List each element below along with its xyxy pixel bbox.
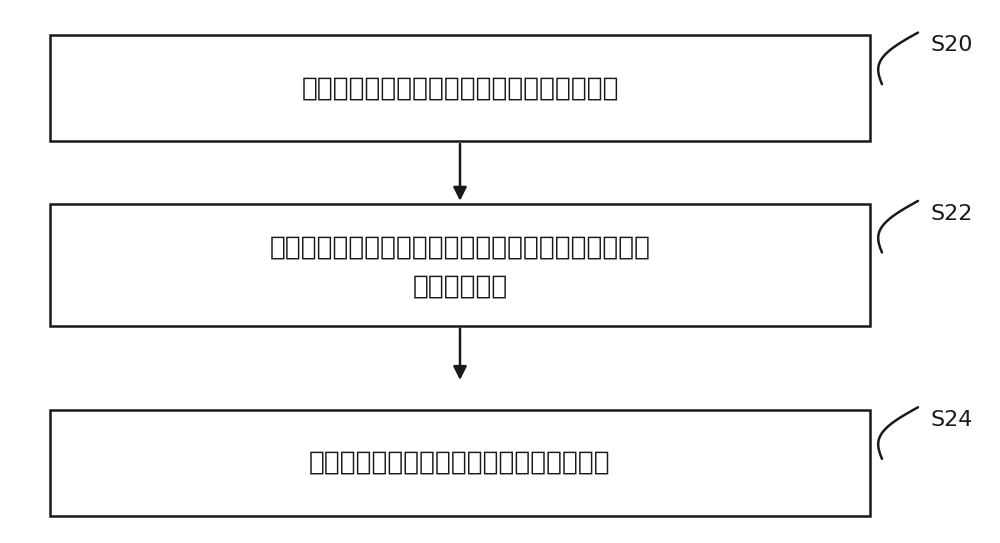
Bar — [50, 35, 870, 141]
Text: S20: S20 — [930, 35, 972, 55]
Bar — [50, 410, 870, 516]
Text: 采用氟化氢铵作为溶解剂对待测样品进行溶解: 采用氟化氢铵作为溶解剂对待测样品进行溶解 — [301, 75, 619, 101]
Text: S24: S24 — [930, 410, 972, 430]
Text: S22: S22 — [930, 204, 972, 224]
Text: 将溶解液通过第一萃取色层柱进行镎富集提取，并通过: 将溶解液通过第一萃取色层柱进行镎富集提取，并通过 — [269, 235, 650, 261]
Bar — [50, 204, 870, 326]
Text: 将洗脱液通过第二萃取色层柱，进行镎纯化: 将洗脱液通过第二萃取色层柱，进行镎纯化 — [309, 450, 611, 476]
Text: 络合剂洗脱镎: 络合剂洗脱镎 — [412, 274, 508, 300]
